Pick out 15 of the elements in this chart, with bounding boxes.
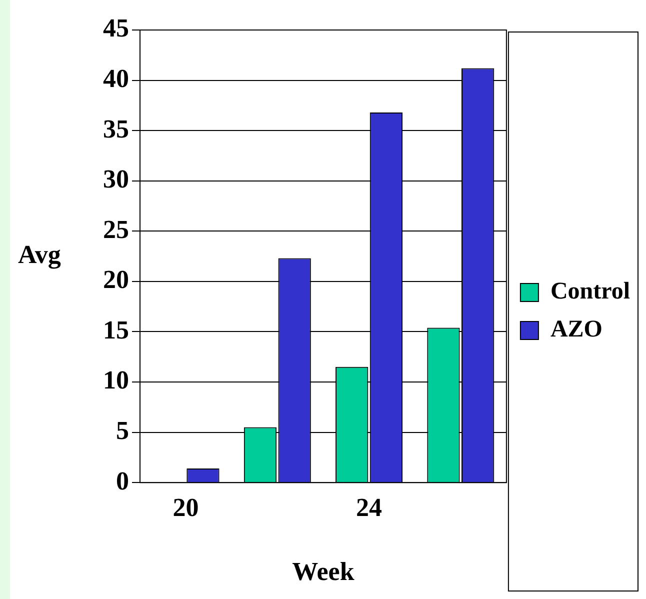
y-tick-label: 15	[103, 315, 129, 344]
y-tick-label: 40	[103, 64, 129, 94]
y-tick-label: 5	[116, 416, 129, 446]
y-tick-label: 30	[103, 164, 129, 194]
x-axis-title: Week	[292, 557, 355, 586]
legend-label: AZO	[550, 316, 602, 343]
y-tick-label: 45	[103, 14, 129, 43]
legend-label: Control	[550, 278, 630, 305]
y-tick-label: 10	[103, 366, 129, 395]
y-tick-label: 35	[103, 114, 129, 144]
x-tick-label: 24	[356, 492, 382, 522]
y-tick-label: 25	[103, 214, 129, 244]
y-tick-label: 0	[116, 466, 129, 496]
y-tick-label: 20	[103, 265, 129, 294]
y-axis-title: Avg	[18, 240, 61, 270]
